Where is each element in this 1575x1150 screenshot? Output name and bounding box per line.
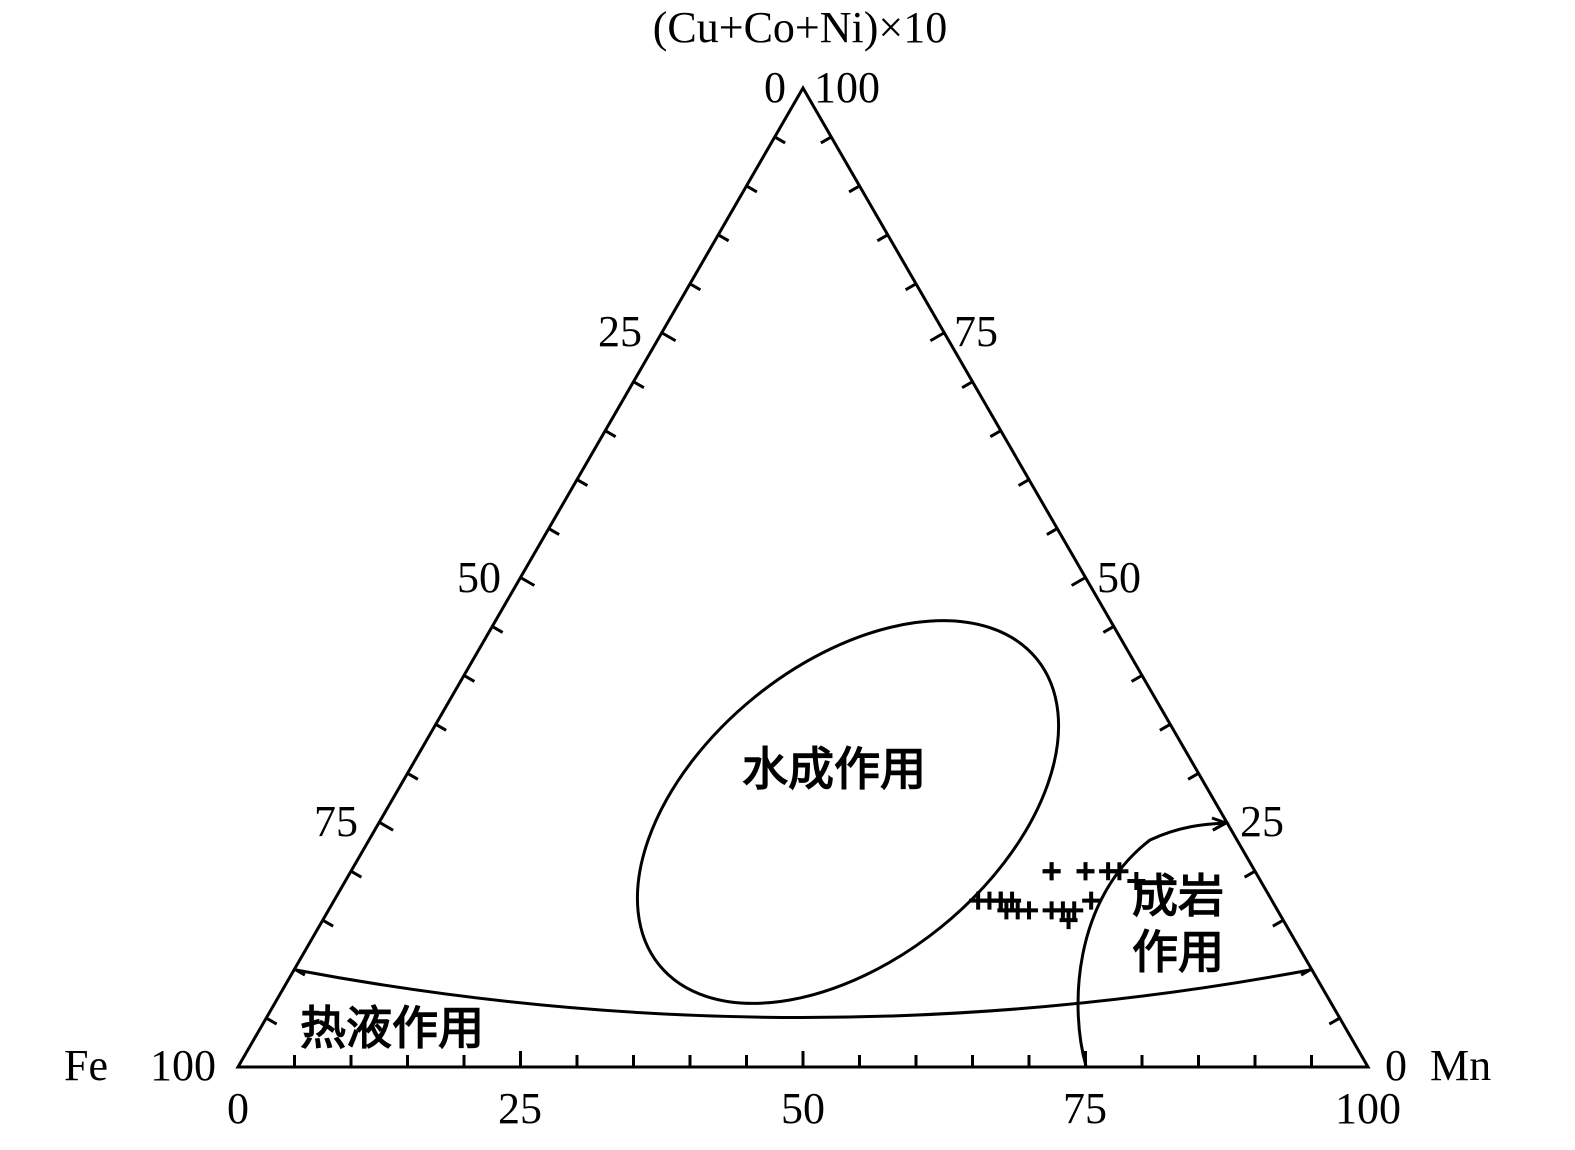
diagenetic-field-boundary	[1076, 821, 1227, 1067]
left-tick-20	[350, 869, 363, 879]
left-tick-85	[717, 233, 730, 243]
hydrothermal-field-boundary	[295, 968, 1311, 1019]
right-tick-5	[820, 135, 832, 145]
apex-label: (Cu+Co+Ni)×10	[653, 3, 947, 52]
data-point-18	[1110, 862, 1129, 881]
left-tick-55	[548, 527, 560, 536]
data-point-6	[1003, 891, 1022, 910]
left-tick-30	[406, 772, 419, 781]
right-tick-40	[1017, 478, 1030, 487]
bottom-tick-label-25: 25	[498, 1084, 542, 1133]
left-tick-80	[689, 282, 702, 292]
right-tick-65	[1159, 723, 1171, 732]
field-label-hydrogenetic: 水成作用	[742, 742, 926, 796]
left-tick-15	[322, 918, 334, 928]
field-label-hydrothermal: 热液作用	[300, 1001, 484, 1055]
right-tick-85	[1272, 918, 1284, 928]
left-tick-label-75: 75	[314, 797, 358, 846]
right-tick-35	[989, 429, 1002, 438]
left-tick-label-50: 50	[457, 553, 501, 602]
data-point-7	[1020, 901, 1038, 920]
right-tick-70	[1187, 772, 1200, 781]
bottom-tick-label-100: 100	[1335, 1084, 1401, 1133]
right-tick-95	[1328, 1016, 1341, 1026]
right-tick-20	[904, 282, 917, 292]
hydrogenetic-field-boundary	[635, 619, 1061, 1005]
data-point-19	[1127, 871, 1146, 890]
left-tick-40	[463, 674, 476, 683]
left-tick-label-25: 25	[598, 307, 642, 356]
left-tick-65	[604, 429, 617, 438]
data-points	[969, 862, 1146, 930]
left-tick-70	[632, 380, 645, 389]
right-tick-15	[876, 233, 889, 243]
bottom-tick-label-50: 50	[781, 1084, 825, 1133]
right-tick-80	[1243, 869, 1256, 879]
data-point-16	[1076, 862, 1095, 881]
right-tick-10	[848, 184, 861, 194]
left-tick-35	[435, 723, 447, 732]
data-point-8	[1059, 911, 1078, 930]
data-point-11	[1065, 901, 1084, 920]
right-tick-30	[961, 380, 974, 389]
right-tick-60	[1130, 674, 1143, 683]
top-vertex-right-value: 100	[814, 63, 880, 112]
right-tick-label-50: 50	[1097, 553, 1141, 602]
right-tick-45	[1046, 527, 1058, 536]
left-vertex-label: Fe	[64, 1041, 108, 1090]
bottom-tick-label-75: 75	[1063, 1084, 1107, 1133]
left-tick-25	[378, 820, 394, 832]
right-tick-50	[1070, 576, 1087, 587]
data-point-14	[1042, 862, 1061, 881]
data-point-10	[1042, 901, 1061, 920]
triangle-frame	[235, 84, 1371, 1069]
data-point-12	[1082, 891, 1101, 910]
left-tick-5	[265, 1016, 278, 1026]
right-vertex-label: Mn	[1430, 1041, 1491, 1090]
tick-marks	[265, 135, 1341, 1067]
left-tick-45	[491, 625, 504, 634]
right-tick-label-75: 75	[954, 307, 998, 356]
right-tick-25	[929, 331, 945, 343]
field-boundaries	[295, 619, 1311, 1067]
left-tick-75	[661, 331, 677, 343]
top-vertex-left-value: 0	[764, 63, 786, 112]
left-tick-95	[774, 135, 786, 145]
right-tick-55	[1102, 625, 1115, 634]
right-vertex-value: 0	[1385, 1041, 1407, 1090]
left-tick-60	[576, 478, 589, 487]
left-tick-90	[745, 184, 758, 194]
left-vertex-value: 100	[150, 1041, 216, 1090]
bottom-tick-label-0: 0	[227, 1084, 249, 1133]
field-label-diagenetic-line1: 成岩	[1132, 869, 1224, 923]
right-tick-label-25: 25	[1240, 797, 1284, 846]
left-tick-50	[519, 576, 536, 587]
field-label-diagenetic-line2: 作用	[1132, 925, 1224, 979]
